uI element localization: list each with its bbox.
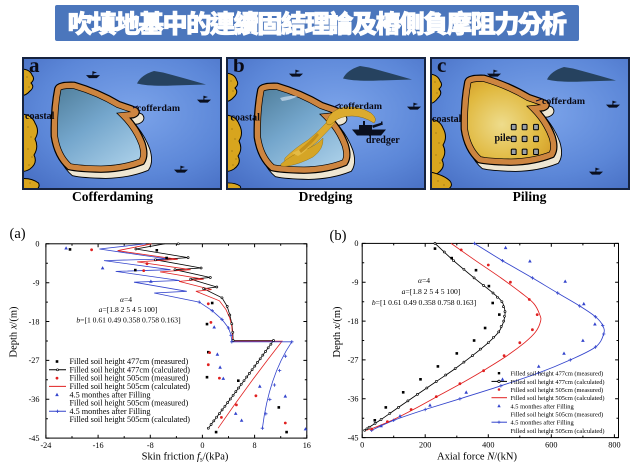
svg-text:Filled soil height 505cm (calc: Filled soil height 505cm (calculated) [511,395,605,402]
svg-text:-9: -9 [352,278,359,287]
svg-text:a=[1.8 2 5 4 5 100]: a=[1.8 2 5 4 5 100] [402,287,461,296]
svg-text:dredger: dredger [366,135,400,146]
svg-text:-9: -9 [33,279,40,288]
svg-text:Filled soil height 477cm (calc: Filled soil height 477cm (calculated) [511,379,605,386]
svg-text:c: c [437,57,446,77]
svg-text:Filled soil height 477cm (meas: Filled soil height 477cm (measured) [70,357,189,366]
svg-text:b: b [233,57,245,77]
svg-text:4.5 monthes after Filling: 4.5 monthes after Filling [70,407,151,416]
svg-text:4.5 monthes after Filling: 4.5 monthes after Filling [511,403,575,410]
svg-text:(a): (a) [10,226,26,242]
svg-text:cofferdam: cofferdam [339,101,382,112]
svg-text:0: 0 [360,441,364,450]
svg-text:400: 400 [482,441,494,450]
svg-text:coastal: coastal [25,111,55,122]
svg-text:cofferdam: cofferdam [137,103,180,114]
svg-text:-24: -24 [40,441,51,450]
svg-text:Filled soil height 505cm (calc: Filled soil height 505cm (calculated) [511,428,605,435]
svg-text:α=4: α=4 [418,276,430,285]
svg-text:Axial force N/(kN): Axial force N/(kN) [437,452,517,463]
svg-text:8: 8 [253,441,257,450]
svg-text:Filled soil height 505cm (meas: Filled soil height 505cm (measured) [70,399,189,408]
svg-text:-18: -18 [29,317,40,326]
svg-text:800: 800 [608,441,620,450]
svg-text:α=4: α=4 [120,295,132,304]
svg-text:Filled soil height 505cm (meas: Filled soil height 505cm (measured) [70,374,189,383]
svg-text:-27: -27 [29,356,40,365]
svg-text:pile: pile [494,133,510,144]
svg-text:b=[1 0.61 0.49 0.358 0.758 0.1: b=[1 0.61 0.49 0.358 0.758 0.163] [372,298,476,307]
svg-text:Filled soil height 505cm (meas: Filled soil height 505cm (measured) [511,411,604,418]
svg-text:4.5 monthes after Filling: 4.5 monthes after Filling [70,390,151,399]
svg-text:b=[1 0.61 0.49 0.358 0.758 0.1: b=[1 0.61 0.49 0.358 0.758 0.163] [76,316,180,325]
svg-text:-27: -27 [348,356,359,365]
svg-text:Filled soil height 477cm (calc: Filled soil height 477cm (calculated) [70,365,191,374]
svg-text:a=[1.8 2 5 4 5 100]: a=[1.8 2 5 4 5 100] [99,305,158,314]
svg-text:-16: -16 [93,441,104,450]
svg-text:-18: -18 [348,317,359,326]
svg-text:-36: -36 [348,395,359,404]
svg-text:Filled soil height 505cm (calc: Filled soil height 505cm (calculated) [70,382,191,391]
svg-text:-8: -8 [147,441,154,450]
svg-text:coastal: coastal [230,112,260,123]
svg-text:cofferdam: cofferdam [542,96,585,107]
svg-text:200: 200 [419,441,431,450]
svg-text:Depth x/(m): Depth x/(m) [9,306,20,358]
svg-text:16: 16 [303,441,311,450]
svg-text:Filled soil height 477cm (meas: Filled soil height 477cm (measured) [511,371,604,378]
svg-text:0: 0 [354,239,358,248]
svg-text:4.5 monthes after Filling: 4.5 monthes after Filling [511,420,575,427]
svg-text:0: 0 [35,240,39,249]
svg-text:0: 0 [200,441,204,450]
svg-text:a: a [29,57,40,77]
svg-text:Skin friction fs/(kPa): Skin friction fs/(kPa) [142,452,229,464]
svg-text:Filled soil height 505cm (meas: Filled soil height 505cm (measured) [511,387,604,394]
svg-text:Filled soil height 505cm (calc: Filled soil height 505cm (calculated) [70,415,191,424]
svg-text:coastal: coastal [432,114,462,125]
svg-text:(b): (b) [330,228,347,244]
svg-text:-45: -45 [29,434,40,443]
svg-text:-45: -45 [348,433,359,442]
svg-text:Depth x/(m): Depth x/(m) [332,306,343,358]
svg-text:600: 600 [545,441,557,450]
svg-text:-36: -36 [29,395,40,404]
